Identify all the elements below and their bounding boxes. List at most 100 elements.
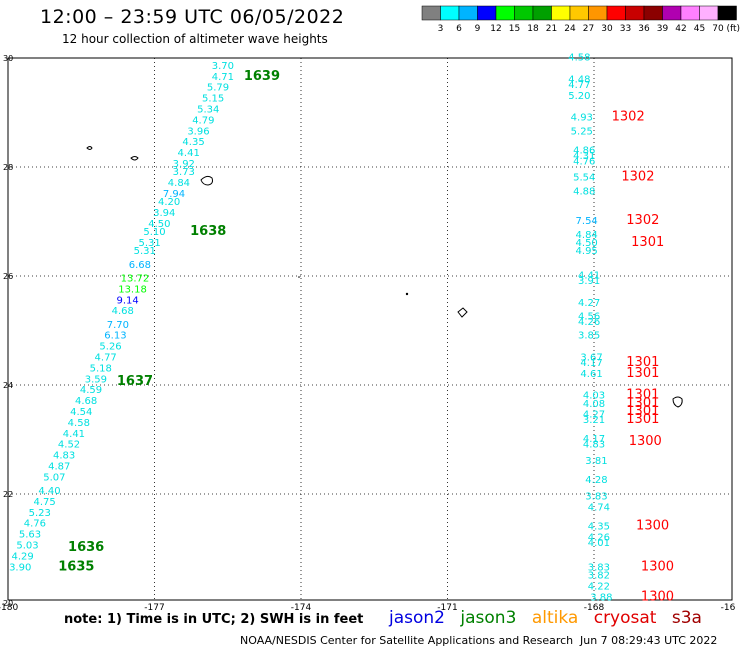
wave-height-label: 9.14 [117, 295, 139, 306]
wave-height-label: 4.41 [63, 429, 85, 440]
wave-height-label: 4.83 [53, 451, 75, 462]
wave-height-label: 4.93 [571, 113, 593, 124]
pass-time-label: 1302 [612, 110, 645, 125]
wave-height-label: 4.41 [178, 148, 200, 159]
island-dot [405, 292, 409, 296]
wave-height-label: 5.79 [207, 83, 229, 94]
wave-height-label: 4.27 [578, 298, 600, 309]
x-tick-label: -180 [0, 603, 18, 610]
island-outline [86, 146, 93, 150]
footer-organization: NOAA/NESDIS Center for Satellite Applica… [240, 634, 574, 647]
wave-height-label: 5.15 [202, 94, 224, 105]
scale-label: 3 [438, 24, 444, 34]
wave-height-label: 3.83 [585, 491, 607, 502]
wave-height-label: 13.72 [121, 273, 150, 284]
map-frame [7, 57, 733, 601]
wave-height-label: 3.90 [9, 562, 31, 573]
wave-height-label: 4.61 [580, 369, 602, 380]
pass-time-label: 1635 [58, 559, 94, 574]
pass-time-label: 1638 [190, 224, 226, 239]
wave-height-label: 5.03 [16, 541, 38, 552]
wave-height-label: 3.73 [173, 167, 195, 178]
wave-height-label: 3.59 [85, 374, 107, 385]
wave-height-label: 4.68 [112, 306, 134, 317]
wave-height-label: 3.96 [187, 126, 209, 137]
wave-height-label: 3.85 [578, 331, 600, 342]
mission-jason3-label: jason3 [460, 608, 517, 628]
pass-time-label: 1301 [626, 412, 659, 427]
y-tick-label: 20 [3, 599, 13, 608]
x-tick-label: -171 [437, 603, 457, 610]
wave-height-label: 5.26 [99, 342, 121, 353]
island-outline [457, 307, 468, 318]
wave-height-label: 4.29 [12, 551, 34, 562]
wave-height-label: 4.58 [68, 418, 90, 429]
wave-height-label: 4.35 [182, 137, 204, 148]
wave-height-label: 4.20 [158, 197, 180, 208]
wave-height-label: 3.91 [578, 276, 600, 287]
scale-label: 27 [583, 24, 594, 34]
scale-label: 12 [490, 24, 501, 34]
wave-height-label: 4.87 [48, 461, 70, 472]
wave-height-label: 5.63 [19, 530, 41, 541]
scale-label: 9 [475, 24, 481, 34]
pass-time-label: 1301 [626, 355, 659, 370]
wave-height-label: 13.18 [118, 284, 147, 295]
wave-height-label: 4.58 [568, 53, 590, 64]
mission-legend: jason2 jason3 altika cryosat s3a [389, 608, 712, 628]
wave-height-label: 5.34 [197, 105, 219, 116]
wave-height-label: 4.26 [588, 532, 610, 543]
wave-height-label: 5.25 [571, 126, 593, 137]
wave-height-label: 4.08 [583, 399, 605, 410]
wave-height-label: 4.52 [58, 440, 80, 451]
y-tick-label: 22 [3, 490, 13, 499]
wave-height-label: 3.88 [590, 592, 612, 603]
scale-swatch [717, 5, 737, 21]
scale-label: 36 [638, 24, 650, 34]
y-tick-label: 28 [3, 163, 13, 172]
wave-height-label: 4.54 [70, 407, 92, 418]
color-scale-legend: 3 6 9 12 15 18 21 24 27 30 33 36 39 42 45 70 (ft) [421, 5, 740, 34]
wave-height-label: 3.82 [588, 570, 610, 581]
wave-height-label: 6.13 [104, 331, 126, 342]
island-outline [130, 156, 139, 161]
scale-label: 30 [601, 24, 613, 34]
wave-height-label: 3.21 [583, 415, 605, 426]
wave-height-label: 5.23 [29, 508, 51, 519]
pass-time-label: 1301 [626, 388, 659, 403]
wave-height-label: 4.26 [578, 317, 600, 328]
wave-height-label: 4.50 [576, 238, 598, 249]
wave-height-label: 5.18 [90, 363, 112, 374]
wave-height-label: 4.84 [576, 230, 598, 241]
wave-height-label: 5.54 [573, 173, 595, 184]
wave-height-label: 3.81 [585, 456, 607, 467]
pass-time-label: 1300 [629, 434, 662, 449]
mission-s3a-label: s3a [671, 608, 702, 628]
units-note: note: 1) Time is in UTC; 2) SWH is in fe… [64, 612, 364, 627]
pass-time-label: 1301 [626, 366, 659, 381]
scale-label: 21 [546, 24, 557, 34]
scale-label: 42 [675, 24, 686, 34]
scale-label: 39 [657, 24, 669, 34]
pass-time-label: 1636 [68, 540, 104, 555]
wave-height-label: 5.31 [134, 246, 156, 257]
wave-height-label: 4.40 [38, 486, 60, 497]
wave-height-label: 4.86 [573, 145, 595, 156]
wave-height-label: 4.74 [588, 502, 610, 513]
wave-height-label: 4.27 [583, 410, 605, 421]
pass-time-label: 1301 [626, 396, 659, 411]
pass-time-label: 1301 [626, 404, 659, 419]
island-dot [298, 276, 300, 278]
x-tick-label: -16 [721, 603, 736, 610]
wave-height-label: 4.41 [578, 271, 600, 282]
wave-height-label: 3.83 [588, 562, 610, 573]
pass-time-label: 1301 [631, 235, 664, 250]
mission-altika-label: altika [531, 608, 579, 628]
scale-label: 33 [620, 24, 631, 34]
wave-height-label: 6.68 [129, 260, 151, 271]
wave-height-label: 3.92 [173, 159, 195, 170]
pass-time-label: 1302 [626, 213, 659, 228]
pass-time-label: 1300 [636, 518, 669, 533]
island-outline [672, 396, 683, 408]
x-tick-label: -177 [144, 603, 164, 610]
